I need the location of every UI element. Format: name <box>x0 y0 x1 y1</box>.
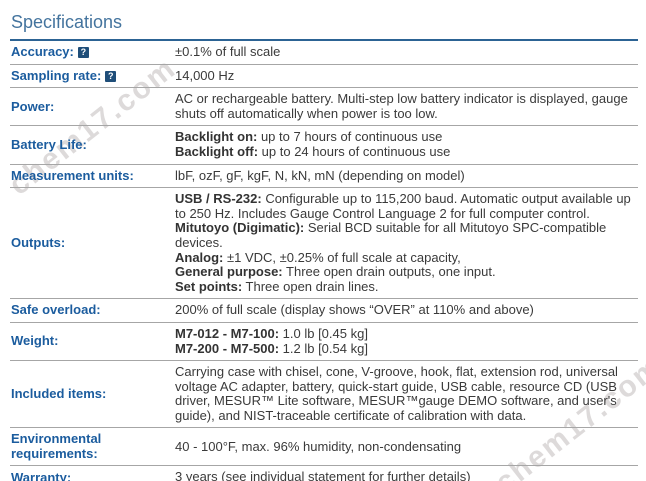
spec-row-environmental-requirements: Environmental requirements: 40 - 100°F, m… <box>10 428 638 467</box>
help-icon[interactable]: ? <box>77 47 89 59</box>
spec-row-accuracy: Accuracy:? ±0.1% of full scale <box>10 41 638 65</box>
spec-value-line: General purpose: Three open drain output… <box>175 264 496 280</box>
spec-value-measurement-units: lbF, ozF, gF, kgF, N, kN, mN (depending … <box>175 167 638 184</box>
spec-label-accuracy: Accuracy:? <box>10 44 175 60</box>
spec-label-text: Accuracy: <box>11 44 74 60</box>
spec-value-battery-life: Backlight on: up to 7 hours of continuou… <box>175 130 638 159</box>
spec-label-text: Outputs: <box>11 234 66 250</box>
spec-value-line: 200% of full scale (display shows “OVER”… <box>175 302 534 318</box>
spec-value-sampling-rate: 14,000 Hz <box>175 67 638 84</box>
spec-label-outputs: Outputs: <box>10 234 175 251</box>
spec-row-battery-life: Battery Life: Backlight on: up to 7 hours… <box>10 126 638 165</box>
spec-row-outputs: Outputs: USB / RS-232: Configurable up to… <box>10 188 638 300</box>
spec-value-line: ±0.1% of full scale <box>175 44 281 59</box>
spec-value-weight: M7-012 - M7-100: 1.0 lb [0.45 kg] M7-200 … <box>175 325 638 356</box>
spec-label-safe-overload: Safe overload: <box>10 303 175 318</box>
spec-label-text: Safe overload: <box>11 302 101 318</box>
specifications-table: Accuracy:? ±0.1% of full scale Sampling ra… <box>10 41 638 481</box>
spec-label-text: Battery Life: <box>11 136 87 152</box>
spec-value-safe-overload: 200% of full scale (display shows “OVER”… <box>175 303 638 318</box>
spec-value-outputs: USB / RS-232: Configurable up to 115,200… <box>175 191 638 294</box>
spec-value-line: 14,000 Hz <box>175 67 235 83</box>
spec-value-line: lbF, ozF, gF, kgF, N, kN, mN (depending … <box>175 167 465 183</box>
spec-value-line: AC or rechargeable battery. Multi-step l… <box>175 91 628 121</box>
spec-label-text: Power: <box>11 98 55 114</box>
spec-row-measurement-units: Measurement units: lbF, ozF, gF, kgF, N, … <box>10 165 638 189</box>
spec-value-included-items: Carrying case with chisel, cone, V-groov… <box>175 364 638 423</box>
help-icon[interactable]: ? <box>105 70 117 82</box>
spec-label-sampling-rate: Sampling rate:? <box>10 67 175 84</box>
spec-row-safe-overload: Safe overload: 200% of full scale (displa… <box>10 299 638 323</box>
spec-label-warranty: Warranty: <box>10 469 175 481</box>
spec-label-text: Environmental requirements: <box>11 431 102 461</box>
spec-row-power: Power: AC or rechargeable battery. Multi-… <box>10 88 638 127</box>
spec-label-text: Warranty: <box>11 469 72 481</box>
spec-value-line: 40 - 100°F, max. 96% humidity, non-conde… <box>175 438 462 454</box>
spec-label-power: Power: <box>10 98 175 115</box>
spec-value-line: Set points: Three open drain lines. <box>175 278 379 294</box>
spec-value-line: Analog: ±1 VDC, ±0.25% of full scale at … <box>175 249 461 265</box>
spec-label-weight: Weight: <box>10 334 175 349</box>
spec-label-text: Measurement units: <box>11 167 134 183</box>
spec-value-line: Backlight on: up to 7 hours of continuou… <box>175 129 443 145</box>
spec-row-included-items: Included items: Carrying case with chisel… <box>10 361 638 429</box>
spec-value-warranty: 3 years (see individual statement for fu… <box>175 470 638 481</box>
spec-value-power: AC or rechargeable battery. Multi-step l… <box>175 91 638 121</box>
spec-label-measurement-units: Measurement units: <box>10 167 175 184</box>
spec-value-line: USB / RS-232: Configurable up to 115,200… <box>175 191 631 221</box>
spec-row-warranty: Warranty: 3 years (see individual stateme… <box>10 466 638 481</box>
page-title: Specifications <box>11 12 123 32</box>
spec-value-line: M7-200 - M7-500: 1.2 lb [0.54 kg] <box>175 340 368 356</box>
spec-value-line: Mitutoyo (Digimatic): Serial BCD suitabl… <box>175 220 607 250</box>
spec-value-line: 3 years (see individual statement for fu… <box>175 469 471 481</box>
spec-label-environmental-requirements: Environmental requirements: <box>10 432 175 461</box>
spec-value-line: M7-012 - M7-100: 1.0 lb [0.45 kg] <box>175 325 368 341</box>
spec-value-line: Backlight off: up to 24 hours of continu… <box>175 143 451 159</box>
spec-label-text: Weight: <box>11 333 59 349</box>
spec-value-accuracy: ±0.1% of full scale <box>175 44 638 60</box>
spec-label-included-items: Included items: <box>10 386 175 402</box>
spec-label-text: Sampling rate: <box>11 67 102 83</box>
spec-row-weight: Weight: M7-012 - M7-100: 1.0 lb [0.45 kg]… <box>10 323 638 362</box>
spec-value-environmental-requirements: 40 - 100°F, max. 96% humidity, non-conde… <box>175 438 638 455</box>
spec-label-text: Included items: <box>11 386 107 402</box>
spec-label-battery-life: Battery Life: <box>10 136 175 153</box>
title-divider <box>10 39 638 41</box>
spec-value-line: Carrying case with chisel, cone, V-groov… <box>175 364 618 423</box>
spec-row-sampling-rate: Sampling rate:? 14,000 Hz <box>10 65 638 89</box>
